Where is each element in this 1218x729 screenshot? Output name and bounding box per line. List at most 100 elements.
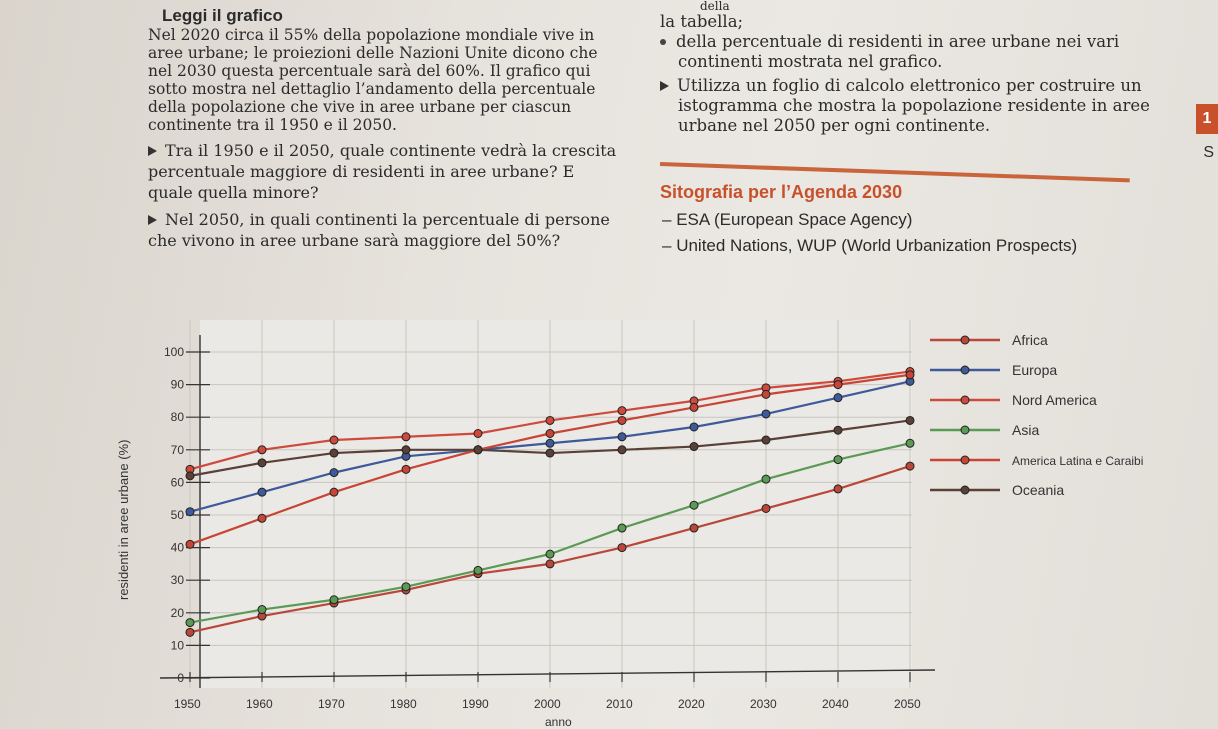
data-point — [257, 513, 267, 523]
legend-label: Europa — [1012, 362, 1057, 378]
data-point — [761, 474, 771, 484]
page-edge-letter: S — [1203, 144, 1214, 161]
data-point — [761, 503, 771, 513]
sitography-item-1: – ESA (European Space Agency) — [662, 210, 913, 229]
legend-swatch-dot — [960, 395, 970, 405]
sitography-title: Sitografia per l’Agenda 2030 — [660, 182, 903, 202]
legend-swatch-dot — [960, 455, 970, 465]
data-point — [185, 507, 195, 517]
data-point — [545, 549, 555, 559]
question-1: Tra il 1950 e il 2050, quale continente … — [148, 140, 618, 203]
data-point — [329, 487, 339, 497]
right-line-3-text: Utilizza un foglio di calcolo elettronic… — [677, 76, 1150, 135]
x-axis-label: anno — [545, 715, 572, 729]
y-tick-label: 20 — [171, 606, 185, 620]
data-point — [401, 582, 411, 592]
arrow-icon — [148, 146, 157, 156]
x-tick-label: 2050 — [894, 697, 921, 711]
data-point — [905, 461, 915, 471]
data-point — [761, 409, 771, 419]
chart-gridlines — [189, 320, 912, 688]
chart-plot-area — [200, 320, 912, 688]
x-tick-label: 2030 — [750, 697, 777, 711]
data-point — [905, 370, 915, 380]
y-tick-label: 70 — [171, 443, 185, 457]
bullet-icon — [660, 39, 666, 45]
legend-swatch-dot — [960, 365, 970, 375]
data-point — [545, 438, 555, 448]
right-line-2: della percentuale di residenti in aree u… — [660, 32, 1180, 72]
data-point — [689, 500, 699, 510]
chart-series-lines — [185, 367, 915, 637]
data-point — [473, 565, 483, 575]
legend-label: Oceania — [1012, 482, 1064, 498]
page-edge-number: 1 — [1196, 104, 1218, 134]
intro-paragraph: Nel 2020 circa il 55% della popolazione … — [148, 26, 598, 134]
data-point — [401, 445, 411, 455]
x-tick-label: 1950 — [174, 697, 201, 711]
data-point — [905, 438, 915, 448]
data-point — [833, 393, 843, 403]
y-tick-label: 50 — [171, 508, 185, 522]
x-tick-label: 1960 — [246, 697, 273, 711]
data-point — [617, 543, 627, 553]
data-point — [329, 448, 339, 458]
right-line-3: Utilizza un foglio di calcolo elettronic… — [660, 76, 1180, 136]
question-2: Nel 2050, in quali continenti la percent… — [148, 209, 618, 251]
data-point — [833, 484, 843, 494]
data-point — [473, 445, 483, 455]
data-point — [617, 445, 627, 455]
y-tick-label: 40 — [171, 541, 185, 555]
right-line-1: la tabella; — [660, 12, 744, 31]
question-1-text: Tra il 1950 e il 2050, quale continente … — [148, 141, 617, 202]
legend-label: Nord America — [1012, 392, 1097, 408]
right-top-text: della — [700, 0, 730, 13]
data-point — [257, 487, 267, 497]
data-point — [833, 380, 843, 390]
data-point — [401, 464, 411, 474]
data-point — [905, 415, 915, 425]
data-point — [545, 415, 555, 425]
data-point — [833, 455, 843, 465]
x-tick-label: 2020 — [678, 697, 705, 711]
data-point — [257, 605, 267, 615]
y-tick-label: 10 — [171, 638, 185, 652]
legend-swatch-dot — [960, 425, 970, 435]
data-point — [329, 468, 339, 478]
y-tick-label: 30 — [171, 573, 185, 587]
data-point — [185, 539, 195, 549]
legend-label: America Latina e Caraibi — [1012, 454, 1143, 468]
x-tick-label: 2010 — [606, 697, 633, 711]
data-point — [545, 559, 555, 569]
x-tick-label: 1980 — [390, 697, 417, 711]
data-point — [833, 425, 843, 435]
x-tick-label: 2040 — [822, 697, 849, 711]
data-point — [689, 422, 699, 432]
right-line-2-text: della percentuale di residenti in aree u… — [676, 32, 1120, 71]
data-point — [689, 442, 699, 452]
data-point — [329, 595, 339, 605]
legend-label: Africa — [1012, 332, 1048, 348]
right-text-column: della la tabella; della percentuale di r… — [660, 0, 1180, 136]
y-axis-label: residenti in aree urbane (%) — [116, 440, 131, 600]
data-point — [617, 415, 627, 425]
data-point — [473, 429, 483, 438]
sitography-item-1-text: ESA (European Space Agency) — [676, 210, 913, 229]
data-point — [545, 448, 555, 458]
section-heading: Leggi il grafico — [162, 6, 283, 25]
legend-swatch-dot — [960, 335, 970, 345]
x-tick-label: 1970 — [318, 697, 345, 711]
data-point — [545, 429, 555, 438]
data-point — [185, 618, 195, 628]
y-tick-label: 80 — [171, 410, 185, 424]
arrow-icon — [660, 81, 669, 91]
x-tick-label: 1990 — [462, 697, 489, 711]
sitography-item-2-text: United Nations, WUP (World Urbanization … — [676, 236, 1078, 255]
question-2-text: Nel 2050, in quali continenti la percent… — [148, 210, 610, 250]
data-point — [401, 432, 411, 442]
legend-swatch-dot — [960, 485, 970, 495]
data-point — [761, 435, 771, 445]
x-axis — [159, 669, 936, 679]
data-point — [617, 523, 627, 533]
